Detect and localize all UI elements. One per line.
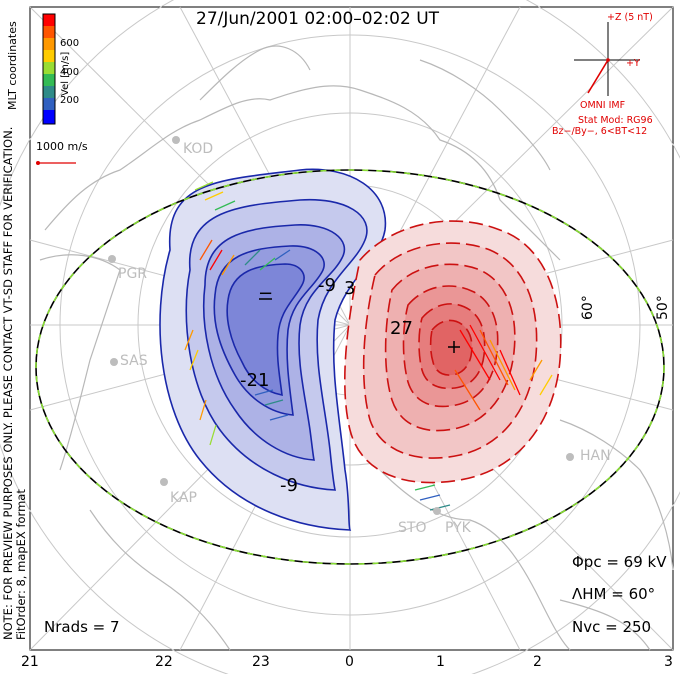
station-kap: KAP xyxy=(170,490,197,506)
scale-vector xyxy=(36,161,76,165)
hm-boundary-latitude: ΛHM = 60° xyxy=(572,585,656,603)
colorbar-tick-600: 600 xyxy=(60,38,80,49)
mlt-label-22: 22 xyxy=(155,654,173,670)
contour-label-dawn-inner: -21 xyxy=(240,370,270,391)
station-pyk: PYK xyxy=(445,520,471,536)
plot-frame xyxy=(29,6,674,651)
velocity-vectors xyxy=(184,181,553,511)
vector-count: Nvc = 250 xyxy=(572,618,652,636)
preview-note-line2: FitOrder: 8, mapEX format xyxy=(14,489,28,640)
station-pgr: PGR xyxy=(118,266,148,282)
imf-plus-y: +Y xyxy=(626,58,640,69)
radar-count: Nrads = 7 xyxy=(44,618,120,636)
station-han: HAN xyxy=(580,448,611,464)
preview-note: NOTE: FOR PREVIEW PURPOSES ONLY. PLEASE … xyxy=(1,127,28,640)
lat-label-50: 50° xyxy=(655,295,671,320)
dusk-cell xyxy=(343,220,562,484)
colorbar-tick-400: 400 xyxy=(60,67,80,78)
station-markers xyxy=(108,136,574,515)
cross-polar-potential: Φpc = 69 kV xyxy=(572,553,667,571)
station-kod: KOD xyxy=(183,141,214,157)
mlt-label-2: 2 xyxy=(533,654,542,670)
mlt-label-0: 0 xyxy=(345,654,354,670)
map-title: 27/Jun/2001 02:00–02:02 UT xyxy=(196,9,440,29)
imf-clock xyxy=(574,22,640,96)
stat-model-label: Stat Mod: RG96 xyxy=(578,115,653,126)
station-sto: STO xyxy=(398,520,427,536)
mlt-label-3: 3 xyxy=(664,654,673,670)
imf-condition-label: Bz−/By−, 6<BT<12 xyxy=(552,126,648,137)
colorbar xyxy=(42,13,56,125)
coordinate-system: MLT coordinates xyxy=(6,21,19,110)
colorbar-tick-200: 200 xyxy=(60,95,80,106)
mlt-label-21: 21 xyxy=(21,654,39,670)
hmb-boundary xyxy=(35,169,665,565)
contour-label-dawn-outer: -9 xyxy=(318,275,336,296)
station-sas: SAS xyxy=(120,353,148,369)
scale-label: 1000 m/s xyxy=(36,140,88,153)
imf-source-label: OMNI IMF xyxy=(580,100,626,111)
contour-label-dusk-inner: 27 xyxy=(390,318,413,339)
imf-plus-z: +Z (5 nT) xyxy=(607,12,653,23)
contour-label-dusk-outer: 3 xyxy=(344,278,356,299)
contour-label-dawn-lower: -9 xyxy=(280,475,298,496)
lat-label-60: 60° xyxy=(580,295,596,320)
mlt-label-23: 23 xyxy=(252,654,270,670)
mlt-label-1: 1 xyxy=(436,654,445,670)
dawn-min-sign: − xyxy=(258,283,274,304)
